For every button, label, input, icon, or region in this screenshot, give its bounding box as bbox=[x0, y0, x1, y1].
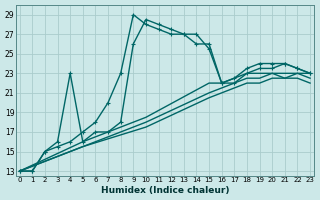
X-axis label: Humidex (Indice chaleur): Humidex (Indice chaleur) bbox=[100, 186, 229, 195]
